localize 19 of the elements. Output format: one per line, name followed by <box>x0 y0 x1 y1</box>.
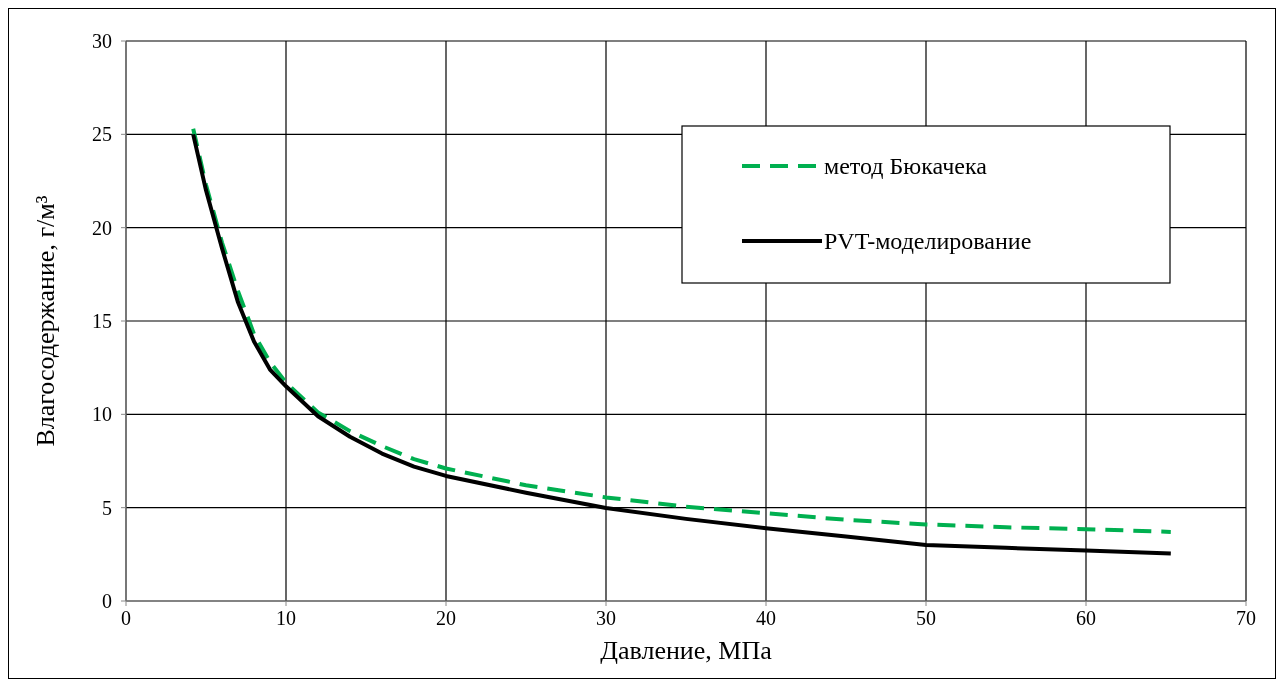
y-tick-label: 30 <box>92 30 112 52</box>
legend-label: метод Бюкачека <box>824 153 988 179</box>
x-tick-label: 0 <box>121 607 131 629</box>
x-tick-label: 40 <box>756 607 776 629</box>
x-tick-label: 30 <box>596 607 616 629</box>
x-tick-label: 60 <box>1076 607 1096 629</box>
y-tick-label: 5 <box>102 496 112 519</box>
x-tick-label: 20 <box>436 607 456 629</box>
y-tick-label: 25 <box>92 123 112 146</box>
y-tick-label: 10 <box>92 403 112 426</box>
y-tick-label: 0 <box>102 590 112 612</box>
x-tick-label: 50 <box>916 607 936 629</box>
x-axis-title: Давление, МПа <box>600 636 773 665</box>
y-tick-label: 15 <box>92 310 112 332</box>
legend-label: PVT-моделирование <box>824 228 1032 254</box>
y-tick-label: 20 <box>92 216 112 239</box>
x-tick-label: 10 <box>276 607 296 629</box>
x-tick-label: 70 <box>1236 607 1256 629</box>
y-axis-title: Влагосодержание, г/м³ <box>31 195 60 447</box>
